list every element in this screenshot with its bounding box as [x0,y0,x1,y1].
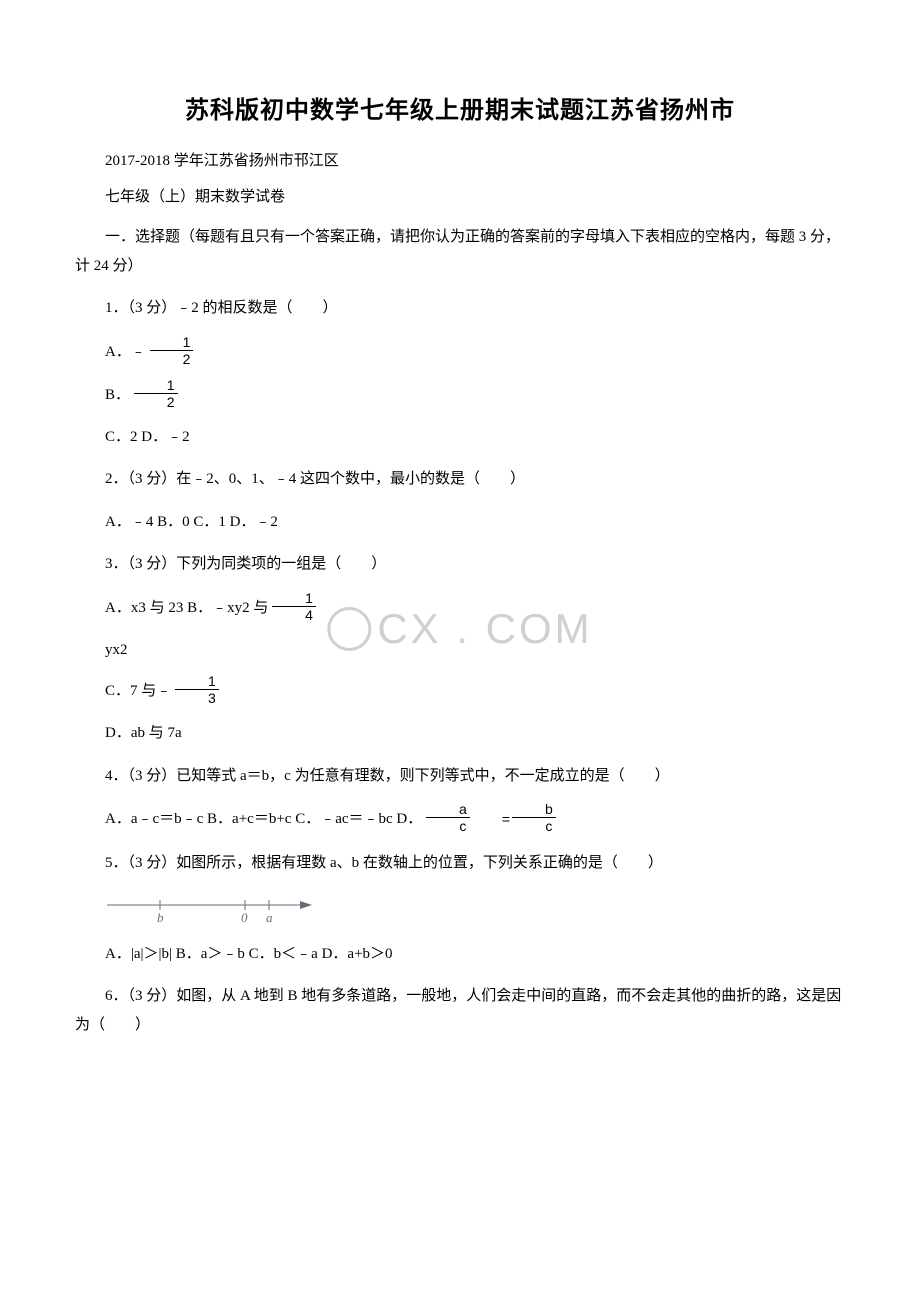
number-line-icon: b 0 a [107,892,317,928]
q3-c-den: 3 [175,690,219,705]
q3-ab-num: 1 [272,591,316,607]
q4-abc: A．a﹣c＝b﹣c B．a+c＝b+c C．﹣ac＝﹣bc D． [105,811,422,827]
q3-yx-line: yx2 [75,636,845,665]
q1-a-den: 2 [150,351,194,366]
q1-a-num: 1 [150,335,194,351]
svg-text:0: 0 [241,910,248,925]
q5-options: A．|a|＞|b| B．a＞﹣b C．b＜﹣a D．a+b＞0 [75,940,845,969]
equals-icon: = [470,806,512,833]
svg-text:b: b [157,910,164,925]
fraction-icon: 1 3 [175,674,219,705]
q1-b-num: 1 [134,378,178,394]
fraction-icon: 1 2 [134,378,178,409]
q4-d-b: b [512,802,556,818]
q1-opt-a-prefix: A．﹣ [105,343,146,359]
q4-options: A．a﹣c＝b﹣c B．a+c＝b+c C．﹣ac＝﹣bc D． a c = b… [75,804,845,835]
q4-d-fraction-eq: a c = b c [426,804,556,835]
q4-d-c2: c [512,818,556,833]
q3-option-c: C．7 与﹣ 1 3 [75,676,845,707]
subtitle-2: 七年级（上）期末数学试卷 [75,185,845,209]
q1-b-den: 2 [134,394,178,409]
svg-text:a: a [266,910,273,925]
q1-opt-b-prefix: B． [105,386,130,402]
q1-option-b: B． 1 2 [75,380,845,411]
q3-option-ab: A．x3 与 23 B．﹣xy2 与 1 4 [75,593,845,624]
fraction-icon: 1 4 [272,591,316,622]
q1-option-a: A．﹣ 1 2 [75,337,845,368]
q3-c-prefix: C．7 与﹣ [105,683,171,699]
q6-stem: 6．（3 分）如图，从 A 地到 B 地有多条道路，一般地，人们会走中间的直路，… [75,982,845,1039]
q4-d-a: a [426,802,470,818]
section-1-header: 一．选择题（每题有且只有一个答案正确，请把你认为正确的答案前的字母填入下表相应的… [75,223,845,280]
fraction-icon: b c [512,802,556,833]
fraction-icon: a c [426,802,470,833]
document-title: 苏科版初中数学七年级上册期末试题江苏省扬州市 [75,90,845,125]
q3-ab-prefix: A．x3 与 23 B．﹣xy2 与 [105,599,268,615]
subtitle-1: 2017-2018 学年江苏省扬州市邗江区 [75,149,845,173]
q1-option-cd: C．2 D．﹣2 [75,423,845,452]
q4-d-c1: c [426,818,470,833]
q5-stem: 5．（3 分）如图所示，根据有理数 a、b 在数轴上的位置，下列关系正确的是（ … [75,849,845,878]
q3-c-num: 1 [175,674,219,690]
q2-options: A．﹣4 B．0 C．1 D．﹣2 [75,508,845,537]
q4-stem: 4．（3 分）已知等式 a＝b，c 为任意有理数，则下列等式中，不一定成立的是（… [75,762,845,791]
q3-stem: 3．（3 分）下列为同类项的一组是（ ） [75,550,845,579]
fraction-icon: 1 2 [150,335,194,366]
q3-option-d: D．ab 与 7a [75,719,845,748]
q1-stem: 1．（3 分）﹣2 的相反数是（ ） [75,294,845,323]
number-line-figure: b 0 a [107,892,845,928]
q3-ab-den: 4 [272,607,316,622]
q2-stem: 2．（3 分）在﹣2、0、1、﹣4 这四个数中，最小的数是（ ） [75,465,845,494]
